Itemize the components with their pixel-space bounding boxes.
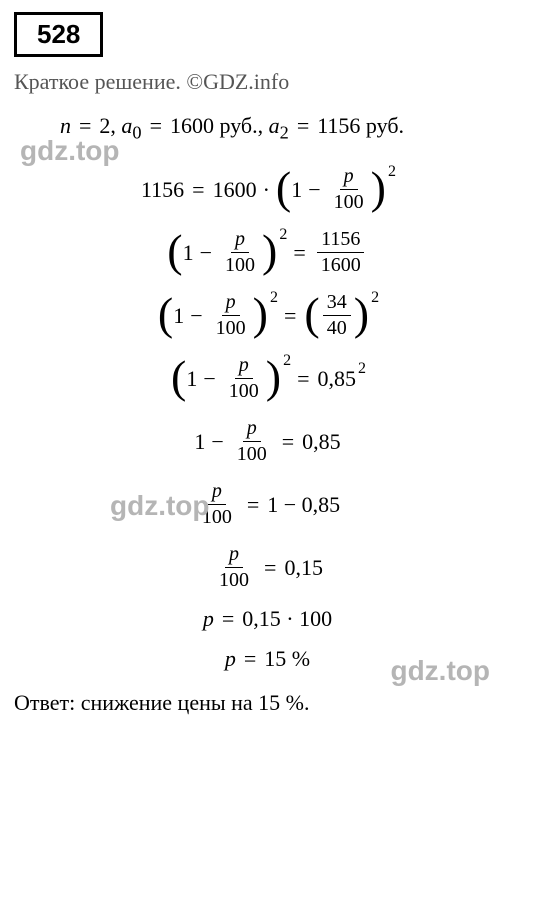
p-num-f: p [208, 480, 226, 505]
watermark-1: gdz.top [20, 135, 120, 167]
a2-val: 1156 [317, 113, 360, 138]
p-den-g: 100 [215, 568, 253, 592]
watermark-3: gdz.top [390, 655, 490, 687]
eq-line-5: 1 − p 100 = 0,85 [10, 417, 525, 466]
p-den-b: 100 [221, 253, 259, 277]
unit2: руб. [366, 113, 404, 138]
watermark-2: gdz.top [110, 490, 210, 522]
eq-line-2: ( 1 − p 100 ) 2 = 1156 1600 [10, 228, 525, 277]
eq-line-6: p 100 = 1 − 0,85 [10, 480, 525, 529]
a0-val: 1600 [170, 113, 214, 138]
p-den-e: 100 [233, 442, 271, 466]
p-num-g: p [225, 543, 243, 568]
math-area: gdz.top gdz.top gdz.top 1156 = 1600 · ( … [10, 165, 525, 672]
exp-c2: 2 [371, 289, 379, 307]
exp-a: 2 [388, 163, 396, 181]
val-015x100: 0,15 · 100 [242, 606, 332, 632]
val-085sq: 0,85 [318, 366, 357, 392]
p-num-c: p [222, 291, 240, 316]
frac-34: 34 [323, 291, 351, 316]
p-den-a: 100 [330, 190, 368, 214]
exp-d2: 2 [358, 360, 366, 378]
p-var-i: p [225, 646, 236, 672]
exp-d: 2 [283, 352, 291, 370]
one-e: 1 [194, 429, 205, 455]
val-085: 0,85 [302, 429, 341, 455]
a2-sub: 2 [280, 122, 289, 142]
frac-1600: 1600 [317, 253, 365, 277]
one-c: 1 [173, 303, 184, 329]
frac-40: 40 [323, 316, 351, 340]
header-text: Краткое решение. ©GDZ.info [14, 69, 525, 95]
problem-number: 528 [37, 19, 80, 49]
unit1: руб. [220, 113, 258, 138]
eq-line-3: ( 1 − p 100 ) 2 = ( 34 40 ) 2 [10, 291, 525, 340]
one-a: 1 [291, 177, 302, 203]
p-num-d: p [235, 354, 253, 379]
p-den-d: 100 [225, 379, 263, 403]
exp-b: 2 [279, 226, 287, 244]
a0-sub: 0 [132, 122, 141, 142]
one-d: 1 [186, 366, 197, 392]
eq-line-8: p = 0,15 · 100 [10, 606, 525, 632]
eq-line-7: p 100 = 0,15 [10, 543, 525, 592]
n-val: 2 [99, 113, 110, 138]
n-var: n [60, 113, 71, 138]
p-var-h: p [203, 606, 214, 632]
problem-number-box: 528 [14, 12, 103, 57]
rhs-1600: 1600 [213, 177, 257, 203]
a2-var: a [269, 113, 280, 138]
p-num-e: p [243, 417, 261, 442]
eq-line-1: 1156 = 1600 · ( 1 − p 100 ) 2 [10, 165, 525, 214]
p-num-b: p [231, 228, 249, 253]
lhs-1156: 1156 [141, 177, 184, 203]
given-values: n=2, a0=1600 руб., a2=1156 руб. [60, 113, 525, 143]
val-1m085: 1 − 0,85 [267, 492, 340, 518]
p-den-c: 100 [212, 316, 250, 340]
val-15pct: 15 % [264, 646, 310, 672]
one-b: 1 [183, 240, 194, 266]
frac-1156: 1156 [317, 228, 364, 253]
exp-c: 2 [270, 289, 278, 307]
eq-line-4: ( 1 − p 100 ) 2 = 0,852 [10, 354, 525, 403]
val-015: 0,15 [284, 555, 323, 581]
answer-text: Ответ: снижение цены на 15 %. [14, 690, 525, 716]
p-num-a: p [340, 165, 358, 190]
a0-var: a [121, 113, 132, 138]
